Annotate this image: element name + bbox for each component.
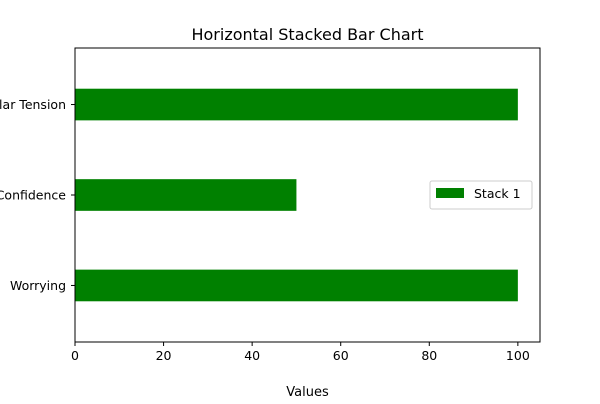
x-tick-label: 0 [71,348,79,363]
y-tick-label: Worrying [10,278,66,293]
bar-muscular-tension-series-0 [75,88,518,121]
x-tick-label: 60 [333,348,349,363]
legend-label: Stack 1 [474,186,521,201]
y-axis-ticks: Worrying Confidence Muscular Tension [0,97,75,293]
chart-title: Horizontal Stacked Bar Chart [191,25,423,44]
x-tick-label: 40 [244,348,260,363]
x-axis-label: Values [286,385,329,400]
y-tick-label: Confidence [0,188,66,203]
legend: Stack 1 [429,180,533,210]
x-tick-label: 80 [421,348,437,363]
bar-confidence-series-0 [75,179,297,211]
bars-group [75,88,518,302]
legend-swatch [436,188,464,198]
x-tick-label: 20 [156,348,172,363]
bar-worrying-series-0 [75,269,518,302]
y-tick-label: Muscular Tension [0,97,66,112]
x-tick-label: 100 [506,348,530,363]
x-axis-ticks: 0 20 40 60 80 100 [71,342,530,363]
